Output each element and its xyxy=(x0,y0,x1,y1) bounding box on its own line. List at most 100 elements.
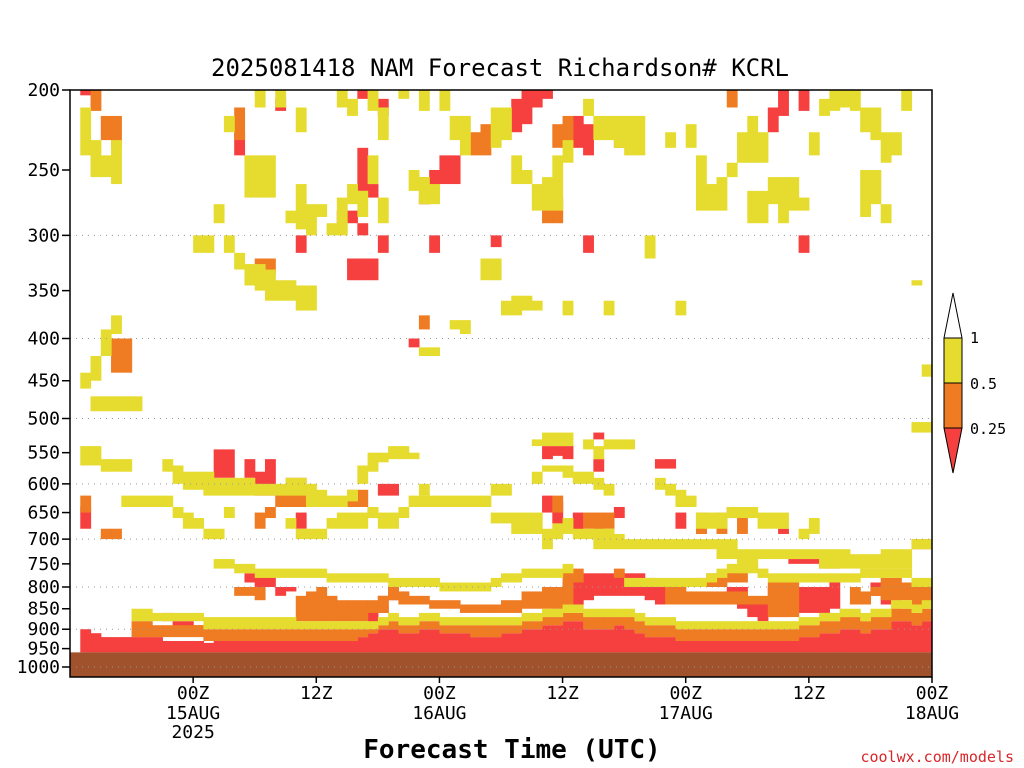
heatmap-cell xyxy=(295,528,307,540)
y-tick-label: 300 xyxy=(27,225,60,246)
heatmap-cell xyxy=(490,235,502,248)
heatmap-cell xyxy=(613,573,625,596)
heatmap-cell xyxy=(377,629,389,653)
heatmap-cell xyxy=(613,608,625,618)
heatmap-cell xyxy=(121,495,133,508)
heatmap-cell xyxy=(347,600,358,622)
heatmap-cell xyxy=(685,495,697,508)
heatmap-cell xyxy=(849,90,861,111)
heatmap-cell xyxy=(223,477,235,496)
heatmap-cell xyxy=(778,549,789,560)
heatmap-cell xyxy=(767,629,779,641)
heatmap-cell xyxy=(788,549,800,560)
heatmap-cell xyxy=(408,338,420,348)
heatmap-cell xyxy=(675,539,687,550)
heatmap-cell xyxy=(778,629,789,641)
heatmap-cell xyxy=(306,591,317,622)
heatmap-cell xyxy=(685,591,697,605)
heatmap-cell xyxy=(521,90,533,125)
heatmap-cell xyxy=(921,587,932,605)
heatmap-cell xyxy=(357,223,369,236)
heatmap-cell xyxy=(829,612,841,622)
heatmap-cell xyxy=(624,539,636,550)
heatmap-cell xyxy=(665,132,677,148)
heatmap-cell xyxy=(223,115,235,133)
x-tick-label: 12Z xyxy=(793,683,826,704)
heatmap-cell xyxy=(737,563,748,574)
heatmap-cell xyxy=(275,489,287,508)
heatmap-cell xyxy=(716,621,728,630)
heatmap-cell xyxy=(398,591,410,605)
heatmap-cell xyxy=(439,600,451,609)
heatmap-cell xyxy=(521,629,533,653)
y-tick-label: 250 xyxy=(27,160,60,181)
heatmap-cell xyxy=(583,439,594,450)
heatmap-cell xyxy=(377,197,389,224)
heatmap-cell xyxy=(695,640,707,653)
heatmap-cell xyxy=(562,465,574,478)
heatmap-cell xyxy=(388,629,399,653)
heatmap-cell xyxy=(531,512,543,534)
heatmap-cell xyxy=(921,539,932,550)
heatmap-cell xyxy=(459,633,471,653)
heatmap-cell xyxy=(121,637,133,653)
heatmap-cell xyxy=(490,617,502,626)
y-axis: 200 250 300 350 400 450 500 550 600 650 700 7508008… xyxy=(17,80,70,678)
heatmap-cell xyxy=(152,495,163,508)
heatmap-cell xyxy=(193,612,205,622)
heatmap-cell xyxy=(418,495,430,508)
heatmap-cell xyxy=(860,169,872,217)
heatmap-cell xyxy=(449,320,461,330)
heatmap-cell xyxy=(357,258,369,281)
heatmap-cell xyxy=(439,155,451,185)
heatmap-cell xyxy=(767,582,779,618)
heatmap-cell xyxy=(552,465,564,472)
heatmap-cell xyxy=(367,507,379,519)
heatmap-cell xyxy=(459,582,471,592)
heatmap-cell xyxy=(542,90,553,99)
heatmap-cell xyxy=(808,637,820,653)
heatmap-cell xyxy=(244,563,256,574)
heatmap-cell xyxy=(603,483,615,496)
heatmap-cell xyxy=(223,617,235,630)
heatmap-cell xyxy=(295,595,307,622)
heatmap-cell xyxy=(808,617,820,626)
plot-frame xyxy=(69,89,933,678)
heatmap-cell xyxy=(429,347,441,356)
heatmap-cell xyxy=(398,633,410,653)
heatmap-cell xyxy=(562,518,574,534)
heatmap-cell xyxy=(829,621,841,634)
heatmap-cell xyxy=(695,155,707,211)
heatmap-cell xyxy=(562,446,574,460)
heatmap-cell xyxy=(244,459,256,478)
heatmap-cell xyxy=(449,115,461,141)
heatmap-cell xyxy=(336,640,348,653)
heatmap-cell xyxy=(757,132,769,163)
heatmap-cell xyxy=(398,507,410,519)
heatmap-cell xyxy=(757,595,769,605)
heatmap-cell xyxy=(583,528,594,540)
heatmap-cell xyxy=(511,625,523,634)
heatmap-cell xyxy=(223,559,235,569)
heatmap-cell xyxy=(921,600,932,609)
heatmap-cell xyxy=(757,621,769,630)
heatmap-cell xyxy=(788,582,800,618)
heatmap-cell xyxy=(593,446,605,460)
heatmap-cell xyxy=(870,107,882,141)
heatmap-cell xyxy=(100,528,112,540)
heatmap-cell xyxy=(326,629,338,641)
heatmap-cell xyxy=(100,637,112,653)
heatmap-cell xyxy=(921,422,932,433)
heatmap-cell xyxy=(654,637,666,653)
heatmap-cell xyxy=(429,184,441,205)
heatmap-cell xyxy=(367,90,379,111)
heatmap-cell xyxy=(737,629,748,641)
heatmap-cell xyxy=(767,621,779,630)
heatmap-cell xyxy=(213,204,225,224)
y-tick-label: 200 xyxy=(27,80,60,101)
heatmap-cell xyxy=(521,612,533,622)
heatmap-cell xyxy=(665,637,677,653)
heatmap-cell xyxy=(275,640,287,653)
heatmap-cell xyxy=(654,477,666,490)
heatmap-cell xyxy=(336,512,348,529)
